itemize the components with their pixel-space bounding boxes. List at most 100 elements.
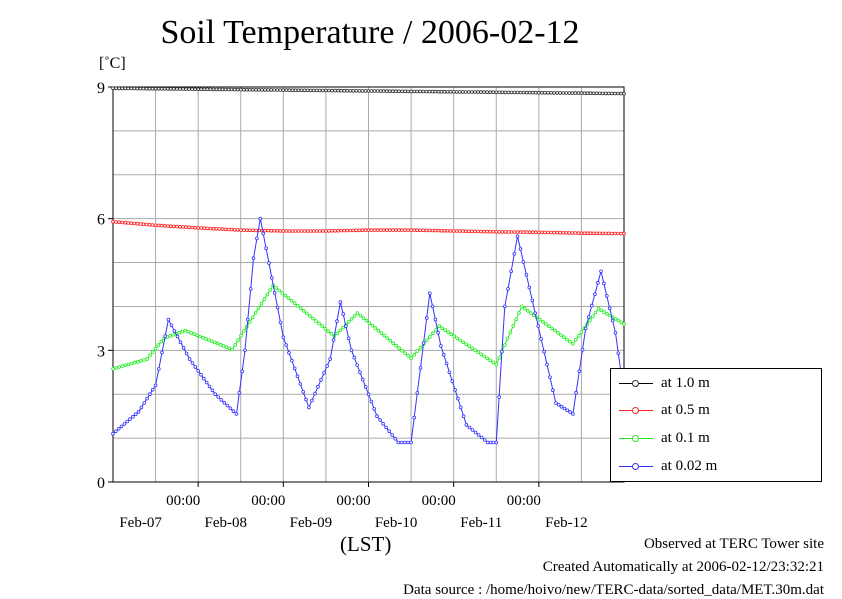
data-point bbox=[506, 90, 511, 95]
data-point bbox=[190, 87, 194, 91]
data-point bbox=[218, 342, 223, 347]
data-point bbox=[378, 228, 383, 232]
data-point bbox=[421, 228, 426, 233]
data-point bbox=[409, 228, 413, 232]
data-point bbox=[111, 431, 115, 436]
data-point bbox=[599, 308, 604, 313]
data-point bbox=[403, 89, 407, 94]
data-point bbox=[573, 337, 578, 342]
data-point bbox=[204, 336, 208, 341]
data-point bbox=[605, 311, 609, 316]
data-point bbox=[239, 333, 243, 338]
data-point bbox=[126, 362, 131, 367]
data-point bbox=[460, 90, 465, 94]
data-point bbox=[600, 231, 605, 236]
data-point bbox=[132, 221, 137, 226]
data-point bbox=[138, 222, 143, 226]
data-point bbox=[602, 281, 606, 286]
data-point bbox=[183, 328, 188, 333]
data-point bbox=[144, 222, 149, 227]
data-point bbox=[153, 87, 158, 91]
data-point bbox=[591, 91, 596, 96]
data-point bbox=[533, 311, 537, 316]
data-point bbox=[199, 226, 204, 230]
legend-label-01m: at 0.1 m bbox=[661, 430, 710, 446]
data-point bbox=[263, 228, 267, 233]
data-point bbox=[242, 87, 246, 92]
data-point bbox=[616, 231, 620, 236]
data-point bbox=[500, 230, 505, 234]
data-point bbox=[554, 401, 558, 405]
data-point bbox=[180, 329, 185, 334]
data-point bbox=[394, 228, 398, 232]
data-point bbox=[568, 339, 572, 344]
data-point bbox=[373, 326, 378, 330]
data-point bbox=[461, 340, 466, 345]
data-point bbox=[278, 229, 283, 233]
data-point bbox=[527, 285, 532, 290]
data-point bbox=[159, 87, 164, 91]
data-point bbox=[189, 331, 194, 335]
data-point bbox=[150, 86, 155, 91]
data-point bbox=[437, 324, 442, 329]
data-point bbox=[317, 229, 322, 233]
data-point bbox=[479, 352, 484, 357]
data-point bbox=[235, 87, 240, 92]
data-point bbox=[204, 380, 209, 385]
data-point bbox=[497, 356, 501, 360]
data-point bbox=[352, 355, 357, 360]
data-point bbox=[187, 225, 191, 230]
data-point bbox=[345, 88, 350, 93]
data-point bbox=[363, 228, 368, 232]
data-point bbox=[450, 379, 455, 383]
data-point bbox=[562, 406, 567, 411]
data-point bbox=[473, 90, 477, 94]
data-point bbox=[311, 88, 316, 93]
data-point bbox=[402, 440, 407, 445]
data-point bbox=[443, 328, 448, 333]
data-point bbox=[444, 361, 449, 366]
data-point bbox=[593, 292, 597, 297]
legend-swatch-1m bbox=[619, 380, 653, 387]
data-point bbox=[281, 88, 286, 92]
data-point bbox=[211, 226, 216, 231]
data-point bbox=[142, 401, 147, 405]
data-point bbox=[248, 87, 252, 92]
data-point bbox=[136, 409, 141, 414]
data-point bbox=[369, 399, 374, 404]
data-point bbox=[351, 228, 356, 233]
data-point bbox=[293, 88, 298, 92]
data-point bbox=[358, 313, 363, 318]
data-point bbox=[257, 88, 261, 92]
data-point bbox=[265, 292, 270, 297]
data-point bbox=[491, 230, 496, 234]
data-point bbox=[367, 321, 372, 325]
data-point bbox=[455, 336, 460, 341]
data-point bbox=[308, 229, 313, 233]
data-point bbox=[427, 228, 432, 233]
data-point bbox=[357, 228, 362, 233]
data-point bbox=[354, 228, 359, 233]
data-point bbox=[331, 338, 336, 342]
data-point bbox=[427, 291, 432, 296]
data-point bbox=[305, 88, 310, 93]
data-point bbox=[427, 89, 432, 94]
data-point bbox=[446, 330, 451, 335]
data-point bbox=[258, 216, 263, 221]
data-point bbox=[120, 220, 124, 225]
data-point bbox=[424, 338, 429, 343]
data-point bbox=[287, 350, 291, 355]
data-point bbox=[418, 89, 423, 94]
data-point bbox=[599, 269, 603, 274]
data-point bbox=[415, 228, 420, 233]
data-point bbox=[135, 86, 140, 91]
data-point bbox=[251, 256, 256, 261]
data-point bbox=[503, 90, 508, 95]
data-point bbox=[120, 86, 124, 91]
data-point bbox=[231, 409, 236, 414]
data-point bbox=[156, 87, 161, 91]
data-point bbox=[229, 227, 234, 232]
data-point bbox=[512, 252, 517, 256]
data-point bbox=[583, 326, 588, 331]
data-point bbox=[385, 336, 390, 340]
